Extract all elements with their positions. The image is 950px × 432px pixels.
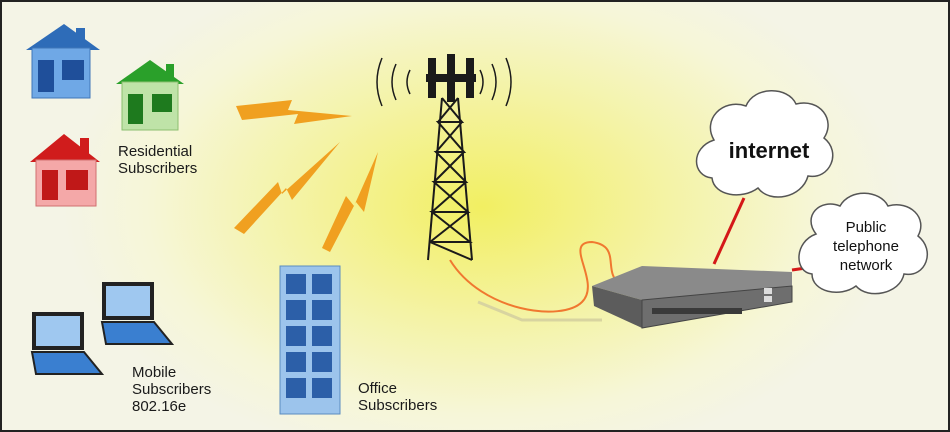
internet-link <box>712 197 746 265</box>
office-subscribers-label: Office Subscribers <box>358 380 438 414</box>
house-blue-icon <box>26 24 100 99</box>
house-red-icon <box>30 134 100 207</box>
mobile-subscribers-label: Mobile Subscribers 802.16e <box>132 364 212 415</box>
radio-tower-icon <box>376 54 512 261</box>
laptop-icon <box>30 312 105 375</box>
base-station-router-icon <box>592 266 793 329</box>
internet-label: internet <box>728 138 810 163</box>
wireless-signal-icon <box>234 100 378 252</box>
internet-cloud-icon <box>695 90 834 198</box>
fiber-cable <box>449 240 621 313</box>
residential-subscribers-label: Residential Subscribers <box>118 143 198 177</box>
pstn-label: Public telephone network <box>833 219 899 274</box>
office-building-icon <box>279 265 341 415</box>
pstn-cloud-icon <box>798 192 929 295</box>
laptop-icon <box>100 282 175 345</box>
shadow <box>477 300 602 322</box>
house-green-icon <box>116 60 184 131</box>
